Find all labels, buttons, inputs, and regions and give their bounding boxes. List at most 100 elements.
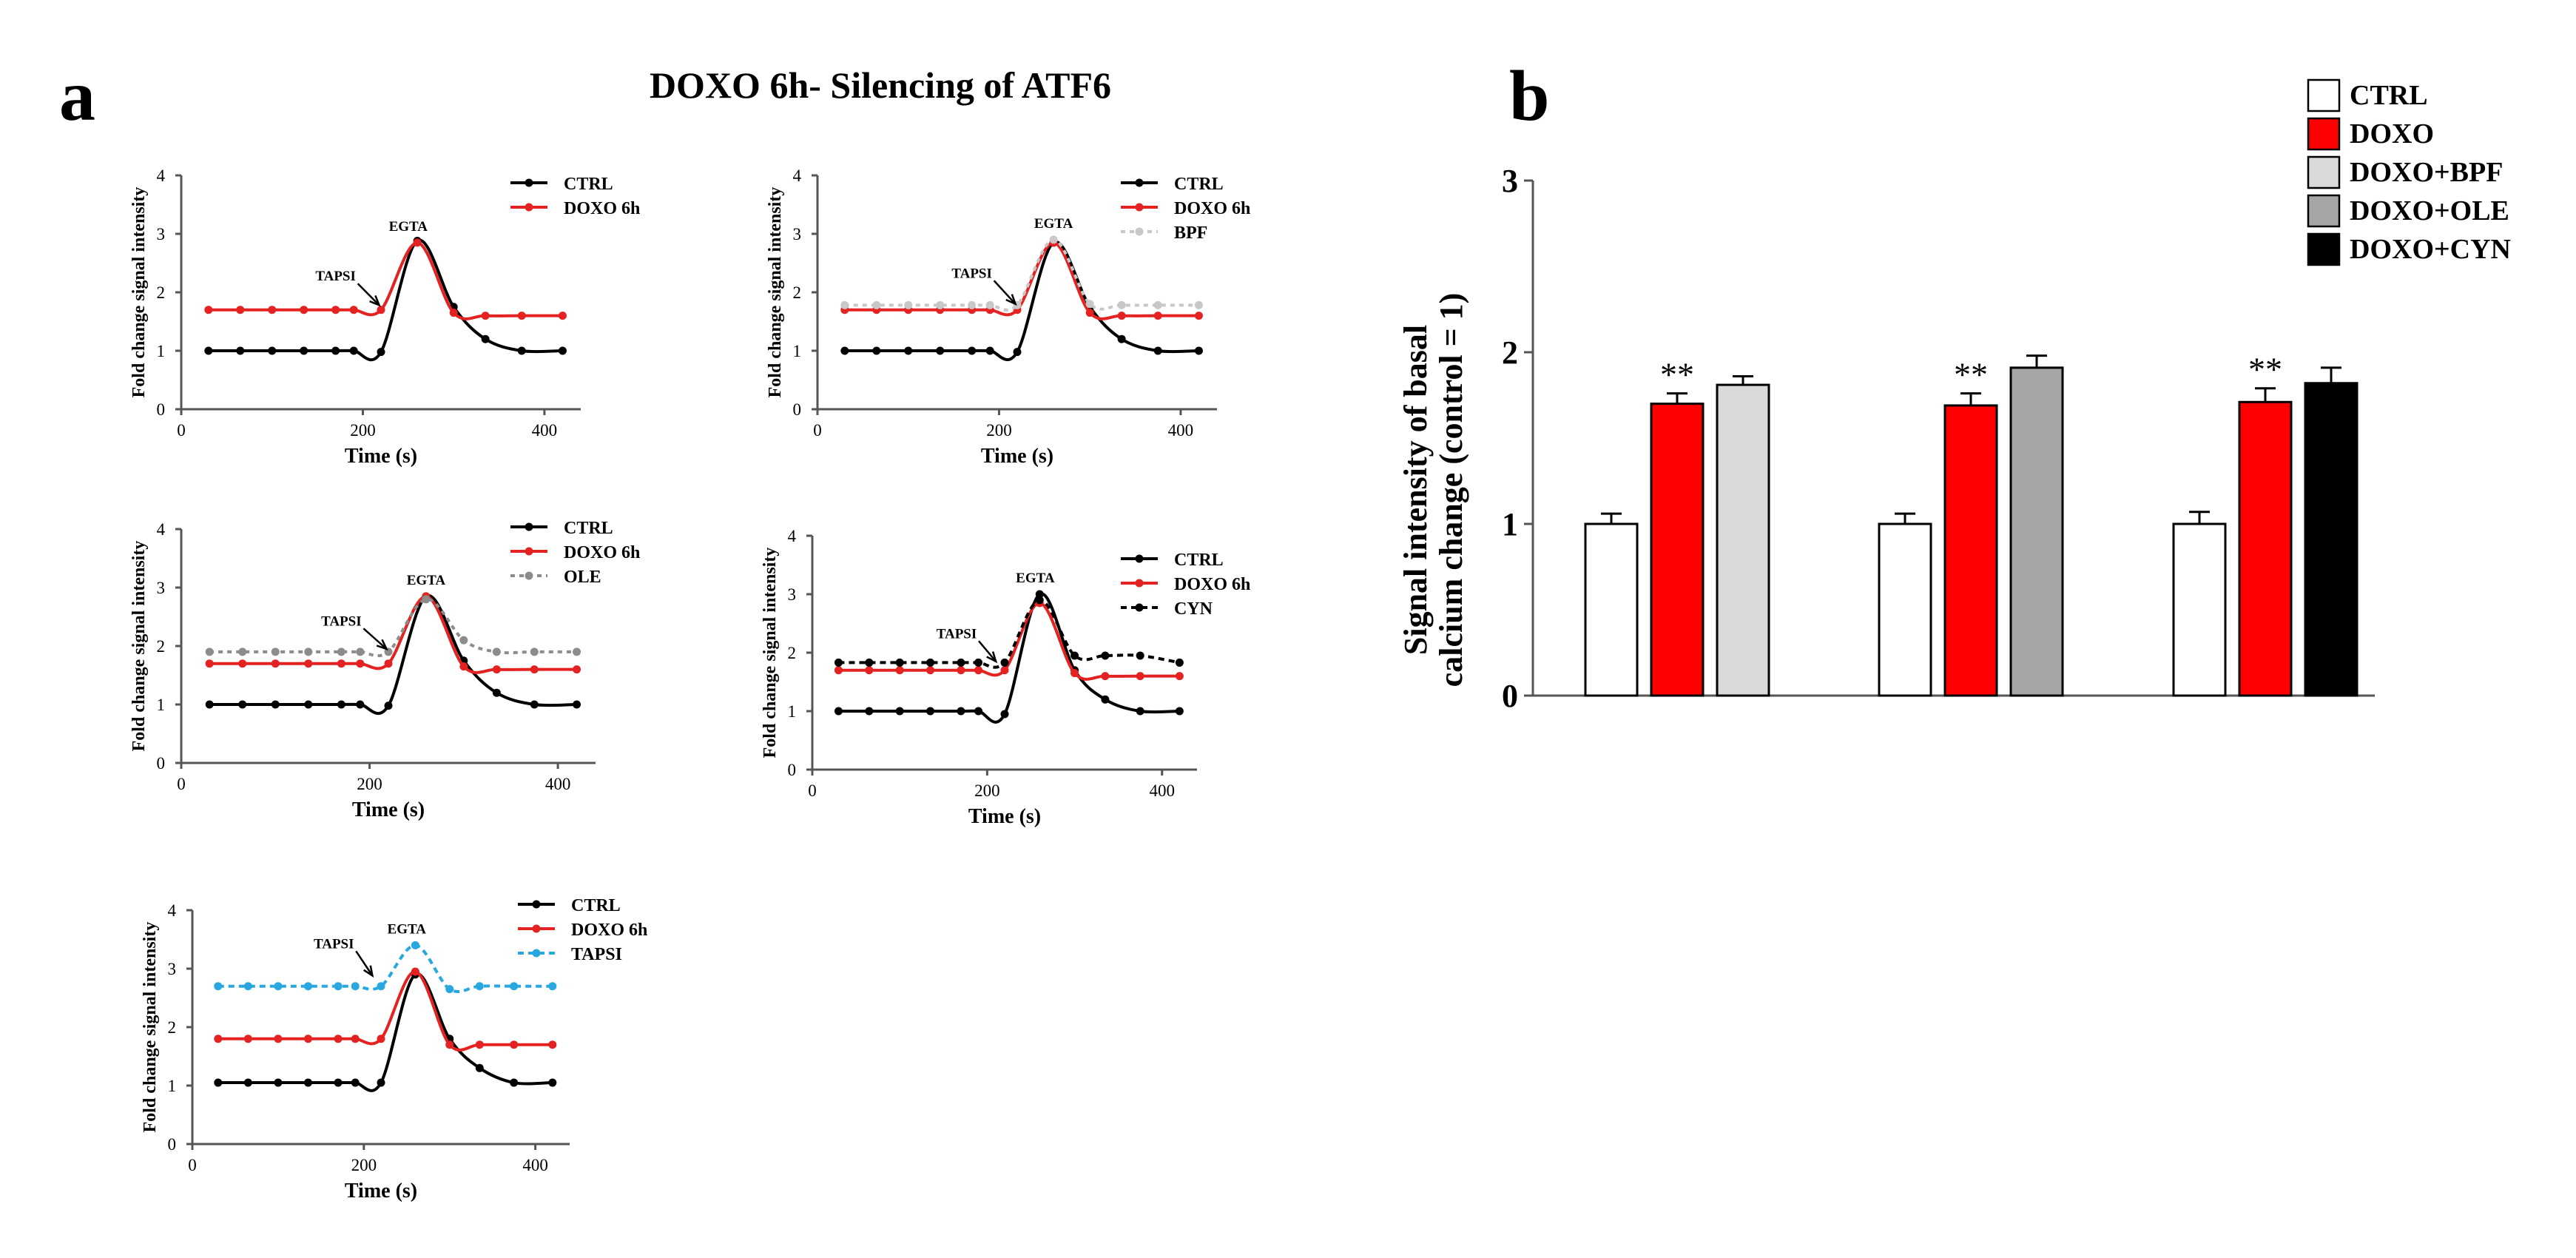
- legend-marker: [525, 522, 533, 531]
- y-tick-label: 0: [1502, 678, 1518, 714]
- y-axis-label: Fold change signal intensity: [761, 548, 780, 758]
- data-point: [445, 985, 454, 994]
- data-point: [377, 982, 385, 991]
- y-tick-label: 3: [157, 225, 166, 243]
- data-point: [377, 1078, 385, 1087]
- legend-marker: [1135, 603, 1144, 612]
- x-tick-label: 0: [188, 1156, 197, 1174]
- bar-doxo: [2238, 400, 2293, 697]
- legend-label: DOXO 6h: [1174, 575, 1250, 594]
- data-point: [377, 348, 385, 357]
- x-axis-label: Time (s): [981, 445, 1053, 468]
- legend-marker: [1135, 227, 1144, 236]
- data-point: [865, 658, 874, 667]
- data-point: [1117, 334, 1126, 343]
- legend-label: CTRL: [564, 175, 613, 194]
- data-point: [1035, 596, 1044, 605]
- data-point: [492, 688, 501, 697]
- data-point: [1153, 346, 1162, 355]
- data-point: [492, 648, 501, 656]
- data-point: [337, 700, 345, 709]
- data-point: [517, 312, 526, 320]
- y-tick-label: 2: [788, 644, 797, 662]
- data-point: [1085, 309, 1094, 317]
- data-point: [243, 982, 252, 991]
- data-point: [1000, 710, 1009, 719]
- annotation-label: TAPSI: [321, 613, 362, 629]
- data-point: [356, 700, 365, 709]
- legend-label: CTRL: [1174, 175, 1224, 194]
- series-line-doxo-6h: [838, 601, 1180, 681]
- x-axis-label: Time (s): [345, 445, 417, 468]
- legend-label: DOXO 6h: [571, 921, 647, 940]
- data-point: [872, 300, 881, 309]
- series-line-cyn: [838, 598, 1180, 669]
- data-point: [413, 238, 422, 247]
- legend-label: CYN: [1174, 599, 1213, 619]
- data-point: [384, 659, 393, 668]
- y-tick-label: 2: [168, 1018, 177, 1037]
- data-point: [1035, 590, 1044, 599]
- data-point: [1153, 300, 1162, 309]
- x-tick-label: 0: [177, 775, 186, 793]
- data-point: [204, 346, 213, 355]
- data-point: [985, 300, 994, 309]
- data-point: [303, 1035, 312, 1043]
- x-axis-label: Time (s): [352, 798, 425, 821]
- data-point: [1070, 669, 1079, 678]
- bar-ctrl: [2172, 522, 2227, 697]
- data-point: [337, 648, 345, 656]
- data-point: [1175, 672, 1184, 681]
- x-tick-label: 200: [350, 421, 376, 440]
- x-tick-label: 0: [813, 421, 822, 440]
- data-point: [974, 707, 983, 716]
- legend-marker: [1135, 554, 1144, 563]
- annotation-label: EGTA: [388, 922, 427, 938]
- data-point: [1175, 707, 1184, 716]
- data-point: [268, 306, 277, 314]
- bar-doxo-cyn: [2304, 382, 2358, 697]
- legend-marker: [525, 178, 533, 187]
- data-point: [475, 1063, 484, 1072]
- data-point: [377, 1035, 385, 1043]
- x-tick-label: 400: [1149, 781, 1175, 800]
- data-point: [205, 659, 214, 668]
- x-tick-label: 400: [1168, 421, 1194, 440]
- data-point: [204, 306, 213, 314]
- data-point: [926, 658, 935, 667]
- data-point: [236, 306, 245, 314]
- data-point: [872, 346, 881, 355]
- y-axis-label: Fold change signal intensity: [129, 541, 149, 752]
- data-point: [573, 665, 581, 674]
- annotation-label: EGTA: [1034, 216, 1073, 232]
- data-point: [510, 1078, 519, 1087]
- data-point: [1194, 300, 1203, 309]
- x-tick-label: 0: [177, 421, 186, 440]
- legend-swatch: [2307, 155, 2341, 189]
- data-point: [459, 662, 468, 671]
- series-line-tapsi: [218, 944, 553, 994]
- y-tick-label: 1: [1502, 506, 1518, 542]
- data-point: [974, 658, 983, 667]
- data-point: [517, 346, 526, 355]
- x-tick-label: 400: [532, 421, 558, 440]
- annotation-label: EGTA: [1016, 571, 1055, 586]
- data-point: [895, 658, 904, 667]
- legend-swatch: [2307, 78, 2341, 112]
- series-line-doxo-6h: [209, 594, 577, 674]
- annotation-arrow: [363, 628, 388, 650]
- data-point: [1101, 651, 1110, 660]
- data-point: [384, 702, 393, 710]
- data-point: [957, 707, 965, 716]
- y-tick-label: 1: [157, 696, 166, 714]
- legend-label: BPF: [1174, 223, 1207, 243]
- y-axis-label-line1: Signal intensity of basal: [1397, 325, 1434, 655]
- annotation-label: EGTA: [389, 219, 428, 235]
- data-point: [349, 346, 358, 355]
- y-tick-label: 4: [157, 520, 166, 539]
- data-point: [1194, 346, 1203, 355]
- y-tick-label: 0: [157, 754, 166, 773]
- data-point: [475, 982, 484, 991]
- data-point: [300, 306, 308, 314]
- annotation-arrowhead: [1005, 294, 1017, 306]
